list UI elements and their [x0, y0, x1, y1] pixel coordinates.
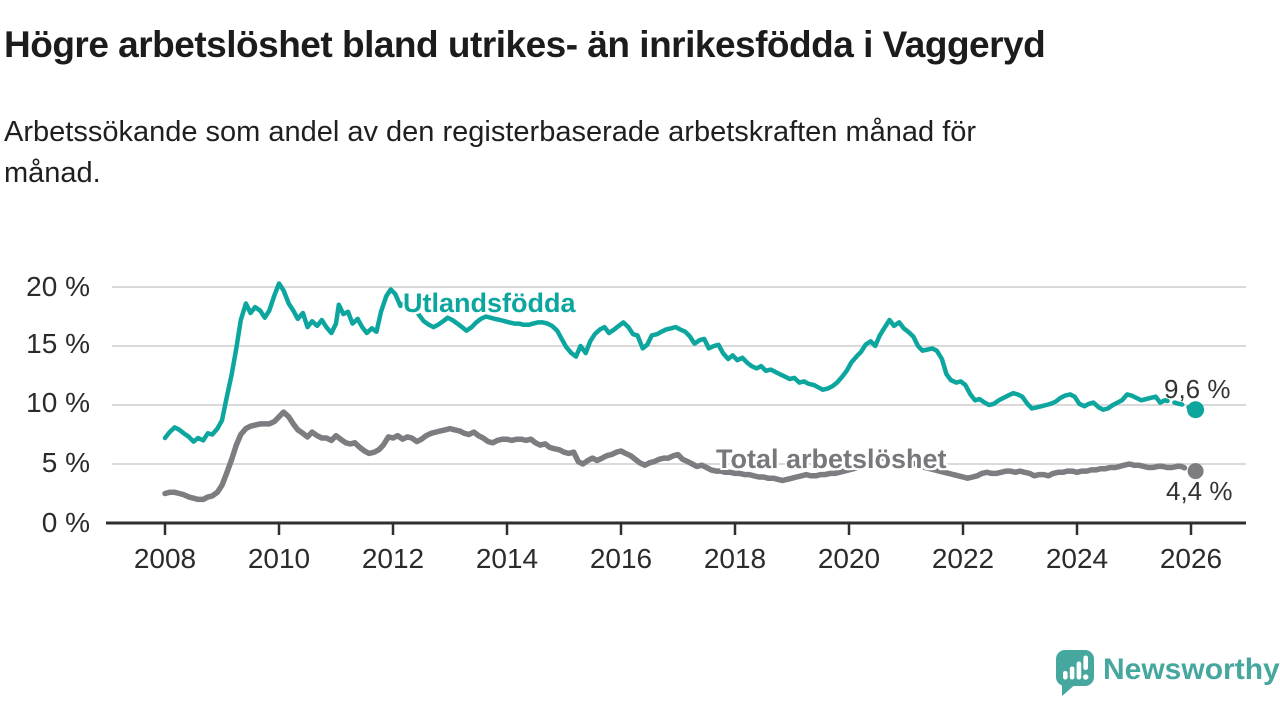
x-axis-label-2014: 2014 [475, 543, 539, 574]
y-axis-label-15: 15 % [26, 328, 90, 359]
subtitle-line-1: Arbetssökande som andel av den registerb… [4, 116, 977, 148]
series-label-utlandsfodda: Utlandsfödda [403, 288, 576, 318]
series-label-total-arbetsloshet: Total arbetslöshet [716, 444, 947, 474]
end-value-label-utlandsfodda: 9,6 % [1164, 374, 1231, 404]
y-axis-label-10: 10 % [26, 387, 90, 418]
x-axis-label-2022: 2022 [931, 543, 995, 574]
y-axis-label-0: 0 % [41, 507, 90, 538]
subtitle: Arbetssökande som andel av den registerb… [4, 112, 1204, 194]
page-title: Högre arbetslöshet bland utrikes- än inr… [4, 24, 1046, 65]
x-axis-label-2020: 2020 [817, 543, 881, 574]
x-axis-label-2018: 2018 [703, 543, 767, 574]
x-axis-label-2010: 2010 [247, 543, 311, 574]
brand-wordmark: Newsworthy [1103, 653, 1280, 686]
newsworthy-branding: Newsworthy [1056, 650, 1280, 697]
y-axis-label-20: 20 % [26, 271, 90, 302]
x-axis-label-2012: 2012 [361, 543, 425, 574]
x-axis-label-2016: 2016 [589, 543, 653, 574]
end-value-label-total: 4,4 % [1166, 476, 1233, 506]
x-axis-label-2024: 2024 [1045, 543, 1109, 574]
newsworthy-logo-icon [1056, 650, 1094, 696]
y-axis-label-5: 5 % [41, 447, 90, 478]
subtitle-line-2: månad. [4, 157, 101, 189]
x-axis-label-2008: 2008 [133, 543, 197, 574]
x-axis-label-2026: 2026 [1159, 543, 1223, 574]
